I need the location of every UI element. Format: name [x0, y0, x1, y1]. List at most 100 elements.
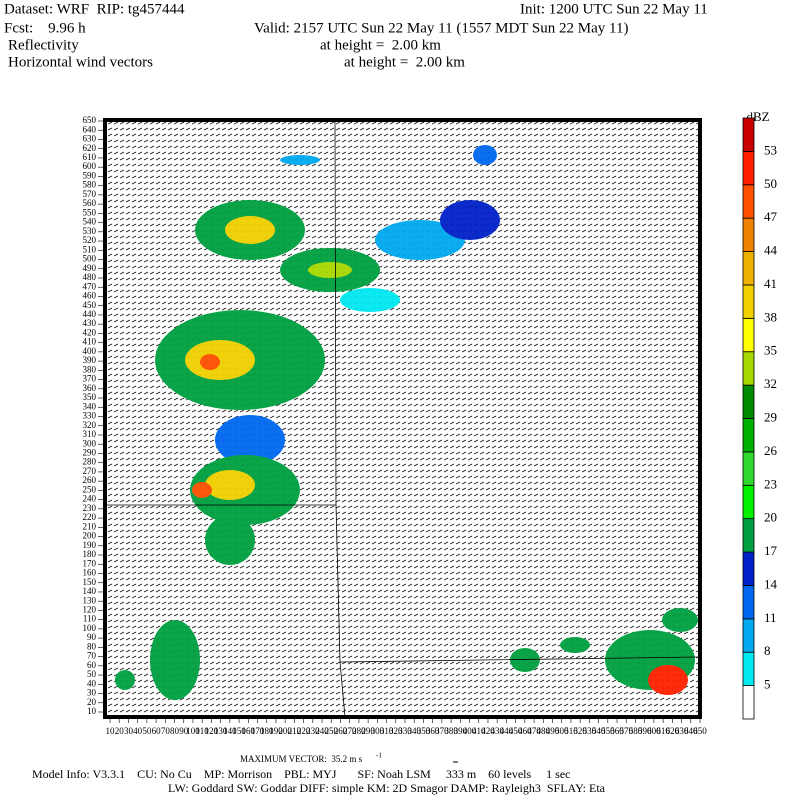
y-tick-label: 80 [87, 641, 97, 651]
x-tick-label: 140 [223, 726, 237, 736]
dataset: Dataset: WRF RIP: tg457444 [4, 1, 185, 17]
y-tick-label: 210 [83, 521, 97, 531]
reflectivity [115, 145, 698, 700]
x-tick-label: 400 [463, 726, 477, 736]
x-tick-label: 430 [490, 726, 504, 736]
x-tick-label: 110 [196, 726, 210, 736]
y-tick-label: 580 [83, 180, 97, 190]
y-tick-label: 240 [83, 494, 97, 504]
x-tick-label: 10 [106, 726, 116, 736]
y-tick-label: 380 [83, 364, 97, 374]
colorbar-swatch [742, 317, 755, 353]
colorbar-swatch [742, 518, 755, 553]
colorbar-label: 41 [764, 276, 777, 291]
x-tick-label: 120 [205, 726, 219, 736]
colorbar-label: 14 [764, 576, 778, 591]
x-tick-label: 320 [389, 726, 403, 736]
init-time: Init: 1200 UTC Sun 22 May 11 [520, 1, 708, 17]
field-height: at height = 2.00 km [344, 54, 465, 70]
x-tick-label: 460 [518, 726, 532, 736]
y-tick-label: 550 [83, 207, 97, 217]
y-tick-label: 480 [83, 272, 97, 282]
x-tick-label: 410 [472, 726, 486, 736]
x-tick-label: 220 [297, 726, 311, 736]
x-tick-label: 360 [426, 726, 440, 736]
x-tick-label: 170 [251, 726, 265, 736]
x-tick-label: 450 [509, 726, 523, 736]
x-tick-label: 240 [315, 726, 329, 736]
x-tick-label: 290 [361, 726, 375, 736]
y-tick-label: 180 [83, 549, 97, 559]
y-tick-label: 110 [83, 614, 97, 624]
colorbar-swatch [742, 284, 755, 319]
y-tick-label: 560 [83, 198, 97, 208]
colorbar-label: 38 [764, 309, 777, 324]
colorbar-swatch [742, 484, 755, 520]
y-tick-label: 160 [83, 568, 97, 578]
y-tick-label: 610 [83, 152, 97, 162]
y-tick-label: 40 [87, 678, 97, 688]
colorbar-label: 26 [764, 443, 778, 458]
colorbar-swatch [742, 551, 755, 586]
y-tick-label: 280 [83, 457, 97, 467]
model-info: LW: Goddard SW: Goddar DIFF: simple KM: … [168, 781, 606, 795]
colorbar-label: 17 [764, 543, 778, 558]
x-tick-label: 560 [610, 726, 624, 736]
y-tick-label: 440 [83, 309, 97, 319]
x-tick-label: 530 [583, 726, 597, 736]
y-tick-label: 190 [83, 540, 97, 550]
y-tick-label: 540 [83, 217, 97, 227]
x-tick-label: 480 [537, 726, 551, 736]
colorbar-swatch [742, 651, 755, 687]
colorbar-swatch [742, 251, 755, 286]
colorbar-label: 44 [764, 243, 778, 258]
x-tick-label: 440 [500, 726, 514, 736]
x-tick-label: 150 [232, 726, 246, 736]
y-tick-label: 250 [83, 484, 97, 494]
y-tick-label: 300 [83, 438, 97, 448]
y-tick-label: 570 [83, 189, 97, 199]
y-tick-label: 220 [83, 512, 97, 522]
colorbar-label: 23 [764, 476, 777, 491]
x-tick-label: 130 [214, 726, 228, 736]
colorbar-swatch [742, 384, 755, 419]
y-tick-label: 640 [83, 124, 97, 134]
y-tick-label: 450 [83, 300, 97, 310]
x-tick-label: 490 [546, 726, 560, 736]
x-tick-label: 630 [675, 726, 689, 736]
y-tick-label: 70 [87, 651, 97, 661]
y-tick-label: 20 [87, 697, 97, 707]
y-tick-label: 310 [83, 429, 97, 439]
y-tick-label: 30 [87, 688, 97, 698]
colorbar-label: 47 [764, 209, 778, 224]
y-tick-label: 390 [83, 355, 97, 365]
x-tick-label: 270 [343, 726, 357, 736]
y-tick-label: 90 [87, 632, 97, 642]
colorbar-label: 29 [764, 409, 777, 424]
x-tick-label: 390 [454, 726, 468, 736]
x-tick-label: 330 [398, 726, 412, 736]
y-tick-label: 460 [83, 291, 97, 301]
x-tick-label: 90 [179, 726, 189, 736]
colorbar-label: 5 [764, 677, 771, 692]
x-tick-label: 520 [573, 726, 587, 736]
x-tick-label: 640 [684, 726, 698, 736]
x-tick-label: 610 [656, 726, 670, 736]
y-tick-label: 330 [83, 411, 97, 421]
y-tick-label: 200 [83, 531, 97, 541]
field-height: at height = 2.00 km [320, 37, 441, 53]
y-tick-label: 590 [83, 170, 97, 180]
x-tick-label: 250 [325, 726, 339, 736]
y-tick-label: 530 [83, 226, 97, 236]
x-tick-label: 160 [242, 726, 256, 736]
x-tick-label: 40 [133, 726, 143, 736]
colorbar-label: 35 [764, 343, 777, 358]
y-tick-label: 130 [83, 595, 97, 605]
y-tick-label: 490 [83, 263, 97, 273]
x-tick-label: 550 [601, 726, 615, 736]
wind-vectors [105, 120, 700, 717]
y-tick-label: 600 [83, 161, 97, 171]
y-tick-label: 260 [83, 475, 97, 485]
y-tick-label: 290 [83, 448, 97, 458]
